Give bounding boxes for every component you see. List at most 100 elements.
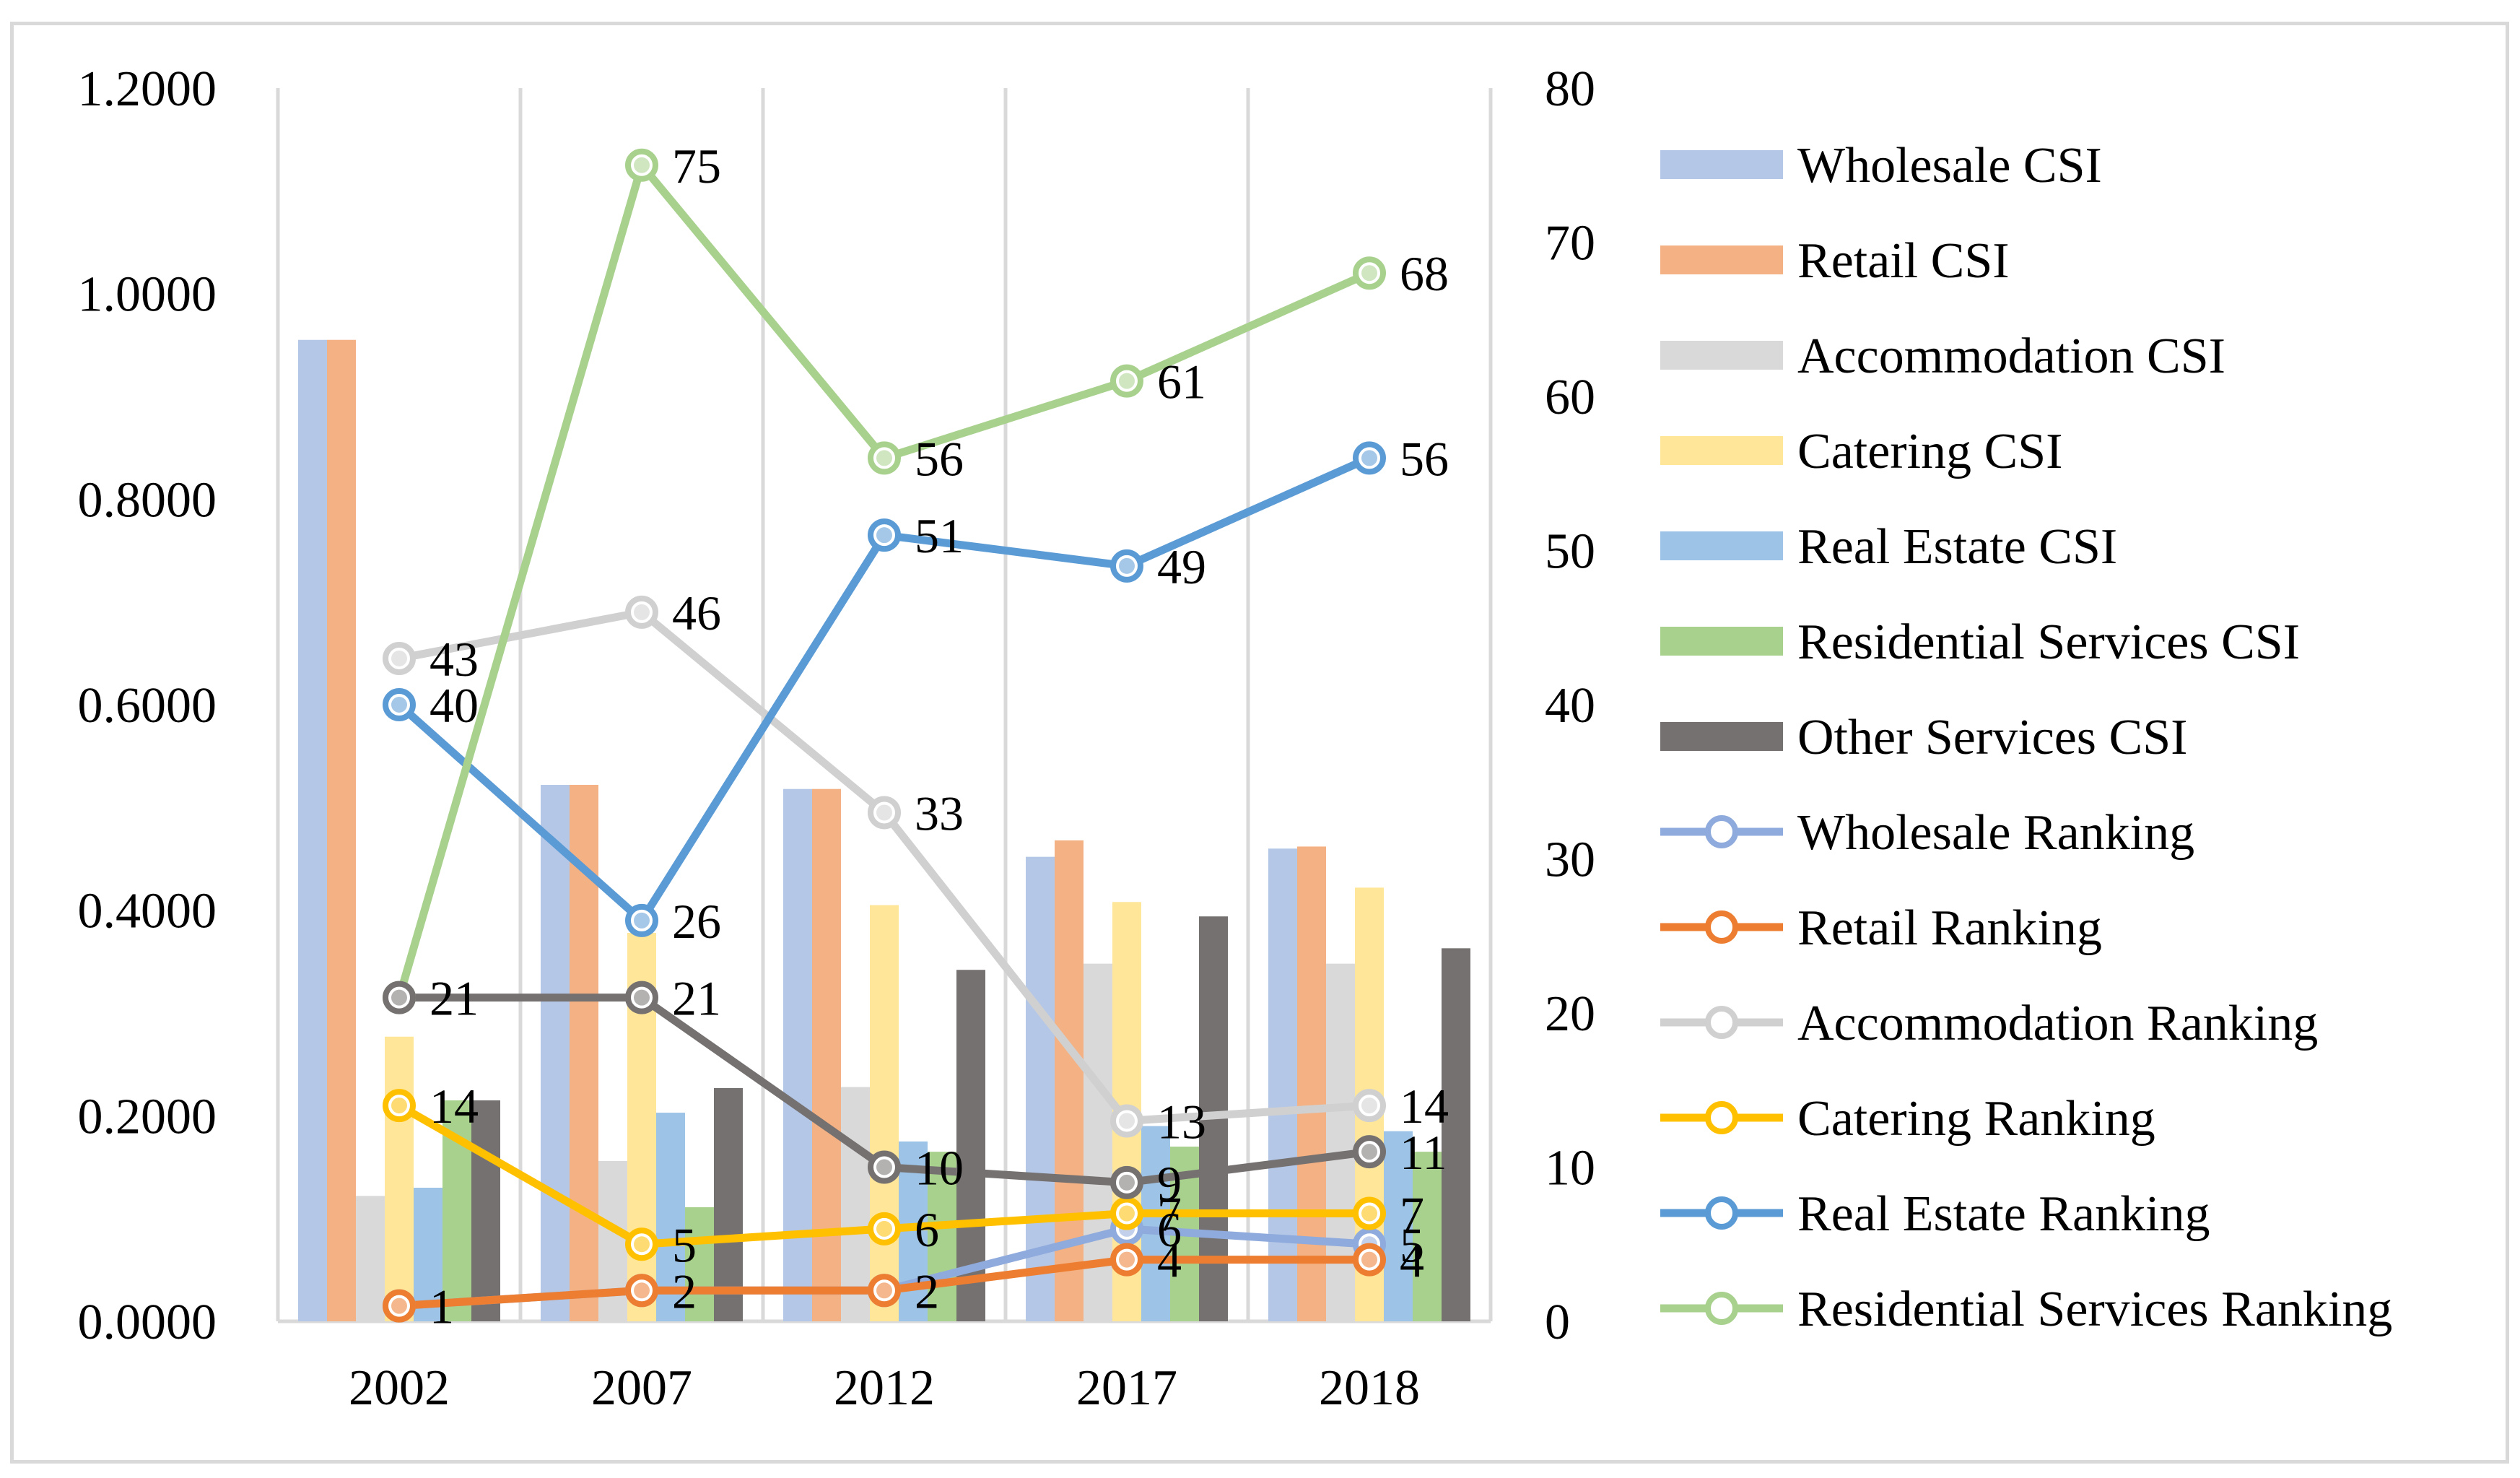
bar-other-services-csi (714, 1087, 743, 1321)
bar-residential-services-csi (685, 1207, 714, 1321)
y-right-tick-label: 70 (1545, 216, 1595, 271)
legend-label: Catering Ranking (1797, 1091, 2155, 1147)
x-tick-label: 2012 (834, 1360, 935, 1416)
data-label: 51 (915, 508, 964, 563)
data-label: 49 (1157, 539, 1206, 594)
marker-fill (634, 1236, 650, 1253)
marker-fill (634, 157, 650, 173)
bar-wholesale-csi (541, 785, 570, 1321)
bar-other-services-csi (471, 1100, 500, 1321)
data-label: 4 (1400, 1233, 1424, 1288)
marker-fill (876, 1159, 892, 1175)
bar-real-estate-csi (1141, 1126, 1170, 1321)
marker-fill (876, 804, 892, 821)
legend-swatch (1660, 341, 1783, 370)
y-left-tick-label: 1.2000 (78, 61, 217, 117)
legend-swatch (1660, 150, 1783, 179)
data-label: 2 (672, 1264, 697, 1318)
data-label: 56 (915, 431, 964, 486)
legend-label: Real Estate CSI (1797, 519, 2117, 575)
marker-fill (1119, 1205, 1135, 1222)
data-label: 46 (672, 586, 721, 640)
y-left-tick-label: 0.0000 (78, 1295, 217, 1350)
marker-fill (634, 989, 650, 1006)
legend-label: Residential Services CSI (1797, 614, 2300, 670)
legend-marker (1705, 815, 1738, 848)
y-right-tick-label: 30 (1545, 833, 1595, 888)
bar-retail-csi (1297, 846, 1326, 1321)
marker-fill (1361, 450, 1377, 466)
legend-swatch (1660, 722, 1783, 751)
marker-fill (876, 1282, 892, 1299)
data-label: 14 (1400, 1079, 1449, 1134)
bar-wholesale-csi (1026, 856, 1055, 1321)
data-label: 11 (1400, 1125, 1447, 1180)
data-label: 4 (1157, 1233, 1182, 1288)
marker-fill (1361, 265, 1377, 282)
y-right-tick-label: 80 (1545, 61, 1595, 117)
bar-retail-csi (327, 339, 356, 1321)
bar-accommodation-csi (356, 1196, 385, 1321)
legend-marker (1705, 1101, 1738, 1134)
data-label: 9 (1157, 1156, 1182, 1211)
data-label: 2 (672, 1264, 697, 1318)
legend-swatch (1660, 627, 1783, 656)
legend-label: Accommodation Ranking (1797, 996, 2318, 1051)
marker-fill (876, 1220, 892, 1237)
data-label: 61 (1157, 355, 1206, 409)
data-label: 7 (1157, 1187, 1182, 1242)
data-label: 33 (915, 786, 964, 840)
legend-label: Wholesale CSI (1797, 138, 2102, 194)
data-label: 2 (915, 1264, 939, 1318)
marker-fill (391, 1297, 407, 1314)
data-label: 14 (430, 1079, 479, 1134)
bar-real-estate-csi (1384, 1131, 1413, 1321)
marker-fill (391, 1097, 407, 1114)
legend-swatch (1660, 531, 1783, 560)
marker-fill (1361, 1144, 1377, 1160)
marker-fill (1361, 1205, 1377, 1222)
marker-fill (634, 912, 650, 929)
data-label: 13 (1157, 1094, 1206, 1149)
data-label: 5 (1400, 1217, 1424, 1272)
bar-accommodation-csi (1326, 963, 1355, 1321)
legend-marker (1705, 1006, 1738, 1039)
data-label: 6 (915, 1202, 939, 1257)
bar-retail-csi (812, 788, 841, 1321)
data-label: 40 (430, 678, 479, 733)
data-label: 26 (672, 894, 721, 949)
marker-fill (1361, 1097, 1377, 1114)
y-left-tick-label: 1.0000 (78, 267, 217, 323)
legend-marker (1705, 1196, 1738, 1230)
y-left-tick-label: 0.2000 (78, 1089, 217, 1144)
legend-label: Other Services CSI (1797, 710, 2187, 765)
bar-wholesale-csi (1268, 848, 1297, 1321)
legend-label: Residential Services Ranking (1797, 1282, 2392, 1337)
data-label: 5 (672, 1217, 697, 1272)
data-label: 7 (1400, 1187, 1424, 1242)
data-label: 75 (672, 139, 721, 194)
y-right-tick-label: 50 (1545, 524, 1595, 580)
marker-fill (876, 450, 892, 466)
legend-label: Real Estate Ranking (1797, 1186, 2210, 1242)
y-left-tick-label: 0.8000 (78, 472, 217, 528)
y-left-tick-label: 0.4000 (78, 884, 217, 939)
marker-fill (1119, 1174, 1135, 1191)
data-label: 68 (1400, 246, 1449, 301)
bar-catering-csi (385, 1036, 414, 1321)
bar-residential-services-csi (928, 1152, 956, 1321)
legend-label: Accommodation CSI (1797, 329, 2225, 384)
data-label: 2 (915, 1264, 939, 1318)
bar-wholesale-csi (298, 339, 327, 1321)
data-label: 56 (1400, 431, 1449, 486)
marker-fill (391, 650, 407, 666)
data-label: 21 (672, 971, 721, 1026)
x-tick-label: 2007 (591, 1360, 692, 1416)
bar-real-estate-csi (414, 1187, 442, 1321)
bar-wholesale-csi (783, 788, 812, 1321)
data-label: 10 (915, 1141, 964, 1196)
marker-fill (1361, 1251, 1377, 1268)
marker-fill (391, 697, 407, 713)
bar-other-services-csi (1442, 948, 1470, 1321)
